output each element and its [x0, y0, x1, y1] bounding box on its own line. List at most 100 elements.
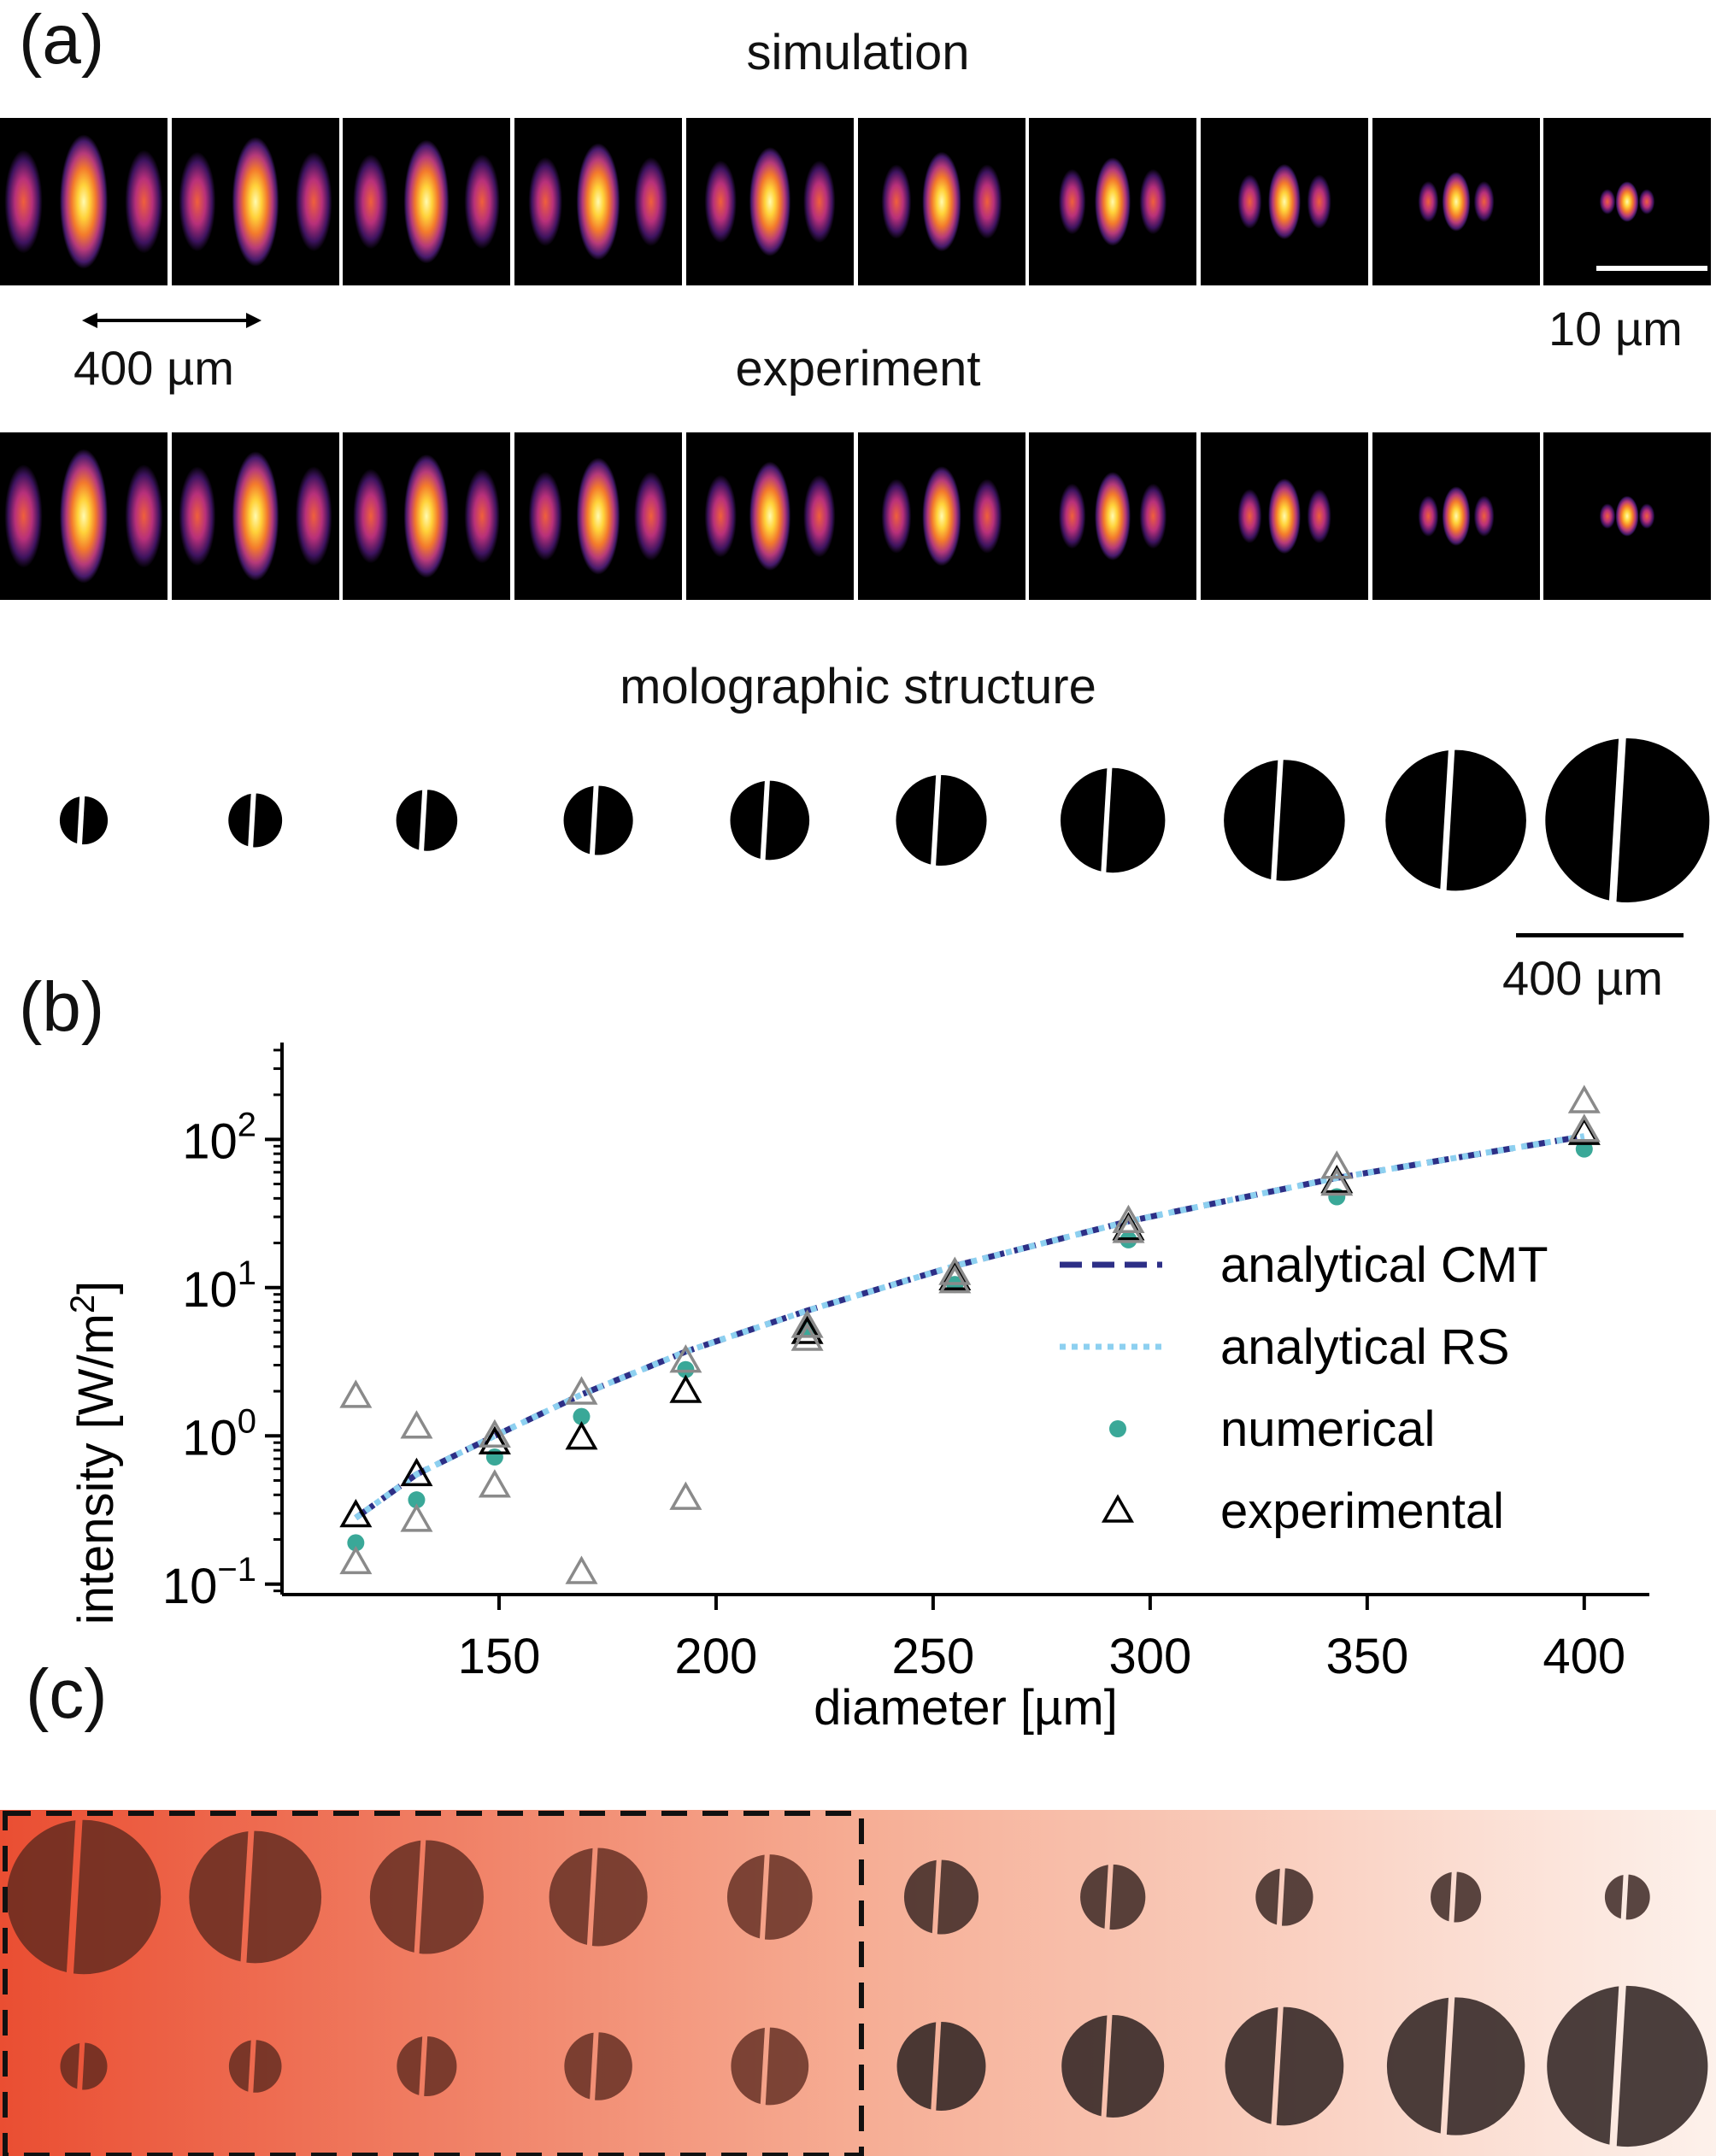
legend-label: numerical — [1220, 1401, 1435, 1457]
experiment-tile — [685, 432, 854, 600]
experimental-replicate-point — [478, 1419, 511, 1448]
experimental-point — [669, 1374, 702, 1403]
experimental-point — [565, 1421, 598, 1450]
experiment-tile — [1200, 432, 1368, 600]
tile-width-arrow — [82, 313, 262, 328]
molographic-structure — [59, 796, 109, 845]
experiment-tile — [857, 432, 1025, 600]
dashed-selection-box — [3, 1811, 864, 2156]
numerical-point — [347, 1534, 365, 1552]
gradient-structure-top — [1604, 1874, 1650, 1920]
gradient-array — [0, 1810, 1716, 2156]
structure-title: molographic structure — [620, 659, 1096, 714]
experimental-replicate-point — [1112, 1214, 1145, 1243]
legend-swatch — [1109, 1420, 1126, 1437]
gradient-structure-top — [549, 1848, 648, 1947]
gradient-structure-top — [6, 1819, 162, 1975]
molographic-structure — [896, 774, 987, 867]
experimental-point — [339, 1499, 373, 1528]
x-tick-label: 300 — [1108, 1629, 1191, 1684]
experiment-tile — [343, 432, 511, 600]
experiment-tile — [1029, 432, 1197, 600]
x-axis-label: diameter [µm] — [814, 1680, 1118, 1736]
series-line-analytical-rs — [354, 1133, 1585, 1521]
legend-swatch — [1101, 1494, 1135, 1523]
molographic-structure — [1224, 760, 1345, 881]
simulation-tile — [514, 118, 683, 285]
x-tick-label: 250 — [892, 1629, 975, 1684]
legend-label: analytical RS — [1220, 1319, 1509, 1375]
experimental-replicate-point — [565, 1376, 598, 1405]
experimental-point — [790, 1315, 824, 1344]
gradient-structure-bottom — [60, 2042, 108, 2090]
experiment-tile — [1543, 432, 1712, 600]
simulation-tile — [685, 118, 854, 285]
gradient-structure-bottom — [1225, 2006, 1344, 2126]
y-axis-label: intensity [W/m2] — [64, 1281, 124, 1625]
panel-label-b: (b) — [19, 968, 105, 1046]
numerical-point — [573, 1407, 591, 1425]
intensity-plot: 150 200 250 300 350 400 10−1 100 101 102 analytic… — [64, 1043, 1649, 1736]
panel-label-a: (a) — [19, 1, 105, 79]
legend-label: analytical CMT — [1220, 1237, 1549, 1293]
focal-scalebar — [1596, 266, 1707, 271]
simulation-tile — [1372, 118, 1540, 285]
experiment-tile — [1372, 432, 1540, 600]
experimental-replicate-point — [669, 1481, 702, 1510]
simulation-tile — [1200, 118, 1368, 285]
experimental-point — [478, 1425, 511, 1454]
simulation-title: simulation — [746, 25, 970, 80]
gradient-structure-bottom — [397, 2036, 457, 2097]
gradient-structure-bottom — [1386, 1997, 1525, 2135]
experimental-replicate-point — [669, 1344, 702, 1373]
gradient-structure-bottom — [1061, 2015, 1165, 2118]
y-tick-label: 100 — [182, 1402, 256, 1466]
experimental-replicate-point — [339, 1379, 373, 1408]
experimental-replicate-point — [1567, 1084, 1601, 1113]
gradient-structure-bottom — [228, 2040, 282, 2093]
structure-scalebar — [1516, 933, 1684, 937]
experimental-replicate-point — [400, 1410, 433, 1439]
simulation-tile — [1543, 118, 1712, 285]
structure-row — [59, 738, 1710, 902]
y-tick-label: 102 — [182, 1106, 256, 1169]
x-tick-label: 350 — [1325, 1629, 1408, 1684]
tile-width-label: 400 µm — [73, 341, 234, 395]
gradient-structure-top — [1080, 1864, 1146, 1930]
numerical-point — [485, 1448, 503, 1466]
experimental-replicate-point — [400, 1503, 433, 1532]
molographic-structure — [228, 793, 283, 848]
experimental-replicate-point — [1567, 1113, 1601, 1143]
gradient-structure-top — [903, 1859, 979, 1935]
gradient-structure-bottom — [896, 2022, 986, 2111]
simulation-tile — [0, 118, 167, 285]
experimental-replicate-point — [790, 1309, 824, 1338]
y-tick-label: 10−1 — [162, 1551, 256, 1614]
x-tick-label: 150 — [458, 1629, 541, 1684]
experimental-replicate-point — [938, 1256, 972, 1285]
molographic-structure — [1385, 749, 1526, 891]
structure-scalebar-label: 400 µm — [1502, 951, 1663, 1005]
molographic-structure — [396, 790, 458, 851]
molographic-structure — [730, 780, 810, 861]
x-tick-label: 400 — [1543, 1629, 1625, 1684]
experiment-tile — [514, 432, 683, 600]
experimental-point — [400, 1457, 433, 1487]
experimental-replicate-point — [1320, 1167, 1354, 1196]
molographic-structure — [1061, 767, 1166, 873]
experimental-replicate-point — [1320, 1150, 1354, 1179]
gradient-structure-bottom — [731, 2027, 809, 2106]
gradient-structure-top — [369, 1840, 484, 1954]
y-tick-label: 101 — [182, 1254, 256, 1318]
panel-label-c: (c) — [26, 1655, 108, 1733]
gradient-structure-top — [726, 1854, 813, 1940]
simulation-tile — [343, 118, 511, 285]
molographic-structure — [563, 785, 633, 855]
gradient-structure-bottom — [1547, 1985, 1708, 2147]
experimental-replicate-point — [790, 1322, 824, 1351]
gradient-structure-top — [189, 1830, 322, 1964]
experimental-replicate-point — [339, 1545, 373, 1575]
experimental-replicate-point — [478, 1469, 511, 1498]
simulation-tile — [857, 118, 1025, 285]
gradient-structure-top — [1431, 1871, 1482, 1923]
